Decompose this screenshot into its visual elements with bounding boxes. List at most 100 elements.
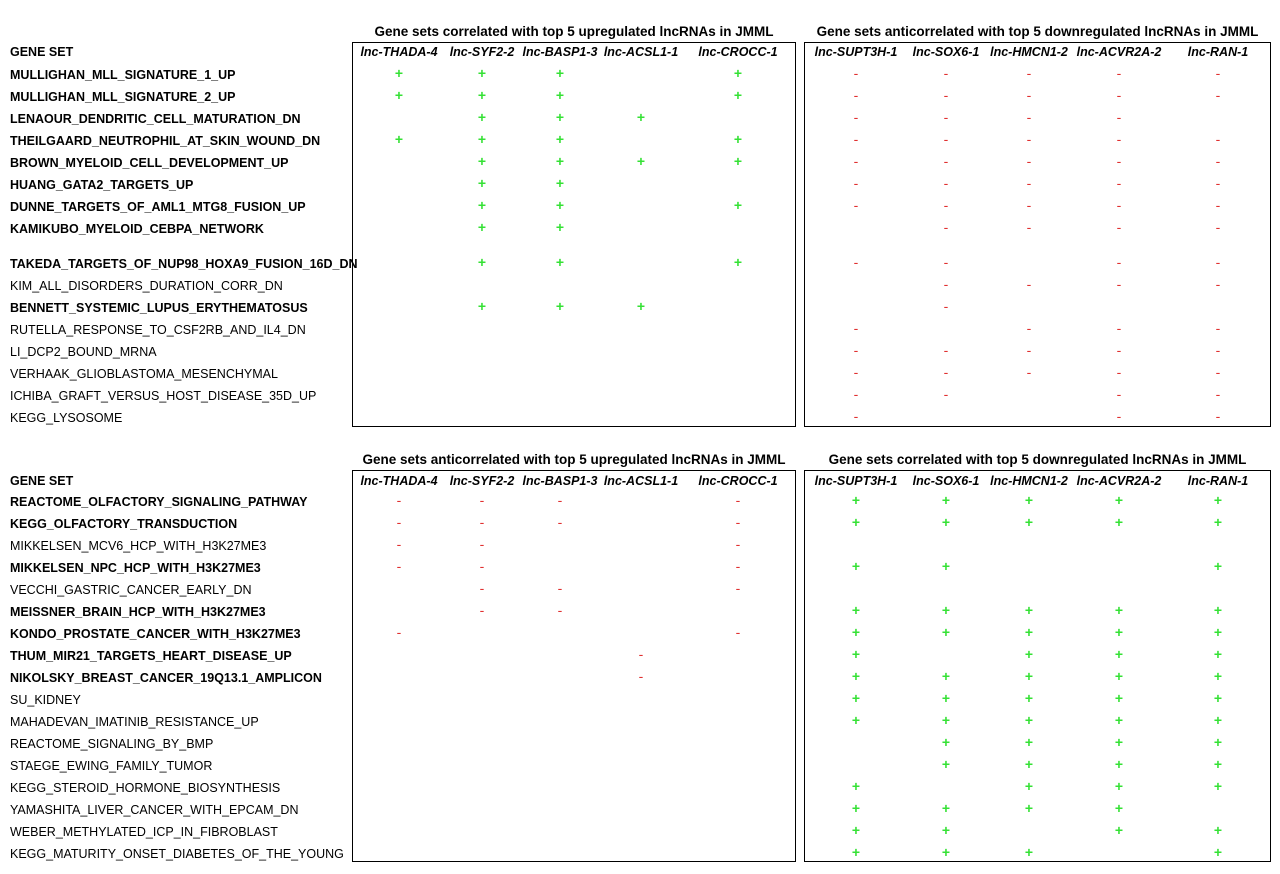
- minus-mark: -: [1215, 87, 1221, 103]
- minus-mark: -: [396, 492, 402, 508]
- minus-mark: -: [943, 364, 949, 380]
- gene-set-label: REACTOME_OLFACTORY_SIGNALING_PATHWAY: [10, 495, 308, 509]
- minus-mark: -: [1026, 197, 1032, 213]
- plus-mark: +: [851, 822, 861, 838]
- gene-set-label: NIKOLSKY_BREAST_CANCER_19Q13.1_AMPLICON: [10, 671, 322, 685]
- plus-mark: +: [1114, 668, 1124, 684]
- plus-mark: +: [851, 800, 861, 816]
- minus-mark: -: [396, 624, 402, 640]
- minus-mark: -: [1026, 276, 1032, 292]
- gene-set-label: SU_KIDNEY: [10, 693, 81, 707]
- plus-mark: +: [555, 254, 565, 270]
- panel-1-right-box: [804, 470, 1271, 862]
- plus-mark: +: [555, 87, 565, 103]
- plus-mark: +: [1213, 778, 1223, 794]
- minus-mark: -: [1116, 320, 1122, 336]
- column-header-down: lnc-SOX6-1: [912, 45, 980, 59]
- plus-mark: +: [636, 153, 646, 169]
- minus-mark: -: [1116, 65, 1122, 81]
- plus-mark: +: [394, 65, 404, 81]
- panel-1-left-box: [352, 470, 796, 862]
- plus-mark: +: [1114, 690, 1124, 706]
- plus-mark: +: [1024, 844, 1034, 860]
- plus-mark: +: [941, 690, 951, 706]
- minus-mark: -: [943, 109, 949, 125]
- plus-mark: +: [477, 219, 487, 235]
- plus-mark: +: [1114, 778, 1124, 794]
- plus-mark: +: [1024, 690, 1034, 706]
- column-header-down: lnc-HMCN1-2: [990, 45, 1068, 59]
- minus-mark: -: [853, 386, 859, 402]
- minus-mark: -: [1215, 131, 1221, 147]
- plus-mark: +: [941, 602, 951, 618]
- panel-1-right-title: Gene sets correlated with top 5 downregu…: [828, 452, 1247, 467]
- minus-mark: -: [1116, 342, 1122, 358]
- minus-mark: -: [943, 219, 949, 235]
- gene-set-label: MIKKELSEN_NPC_HCP_WITH_H3K27ME3: [10, 561, 261, 575]
- column-header-up: lnc-CROCC-1: [698, 474, 778, 488]
- gene-set-label: RUTELLA_RESPONSE_TO_CSF2RB_AND_IL4_DN: [10, 323, 306, 337]
- plus-mark: +: [1114, 514, 1124, 530]
- plus-mark: +: [1024, 514, 1034, 530]
- plus-mark: +: [1213, 712, 1223, 728]
- column-header-up: lnc-CROCC-1: [698, 45, 778, 59]
- minus-mark: -: [1026, 131, 1032, 147]
- plus-mark: +: [1213, 690, 1223, 706]
- plus-mark: +: [1213, 646, 1223, 662]
- minus-mark: -: [735, 536, 741, 552]
- minus-mark: -: [943, 153, 949, 169]
- plus-mark: +: [1114, 624, 1124, 640]
- plus-mark: +: [555, 131, 565, 147]
- plus-mark: +: [733, 131, 743, 147]
- plus-mark: +: [941, 712, 951, 728]
- plus-mark: +: [941, 668, 951, 684]
- gene-set-label: MULLIGHAN_MLL_SIGNATURE_2_UP: [10, 90, 236, 104]
- minus-mark: -: [943, 197, 949, 213]
- minus-mark: -: [1116, 109, 1122, 125]
- gene-set-label: HUANG_GATA2_TARGETS_UP: [10, 178, 194, 192]
- minus-mark: -: [735, 514, 741, 530]
- plus-mark: +: [1213, 734, 1223, 750]
- minus-mark: -: [943, 386, 949, 402]
- plus-mark: +: [941, 558, 951, 574]
- plus-mark: +: [733, 153, 743, 169]
- plus-mark: +: [1213, 756, 1223, 772]
- column-header-down: lnc-RAN-1: [1187, 45, 1249, 59]
- plus-mark: +: [1114, 712, 1124, 728]
- plus-mark: +: [1114, 602, 1124, 618]
- minus-mark: -: [1026, 342, 1032, 358]
- column-header-up: lnc-SYF2-2: [449, 45, 515, 59]
- panel-0-left-box: [352, 42, 796, 427]
- plus-mark: +: [851, 558, 861, 574]
- panel-0-right-box: [804, 42, 1271, 427]
- plus-mark: +: [1114, 646, 1124, 662]
- minus-mark: -: [853, 342, 859, 358]
- plus-mark: +: [477, 131, 487, 147]
- column-header-down: lnc-HMCN1-2: [990, 474, 1068, 488]
- column-header-down: lnc-ACVR2A-2: [1076, 45, 1162, 59]
- plus-mark: +: [1024, 668, 1034, 684]
- plus-mark: +: [941, 624, 951, 640]
- minus-mark: -: [1116, 408, 1122, 424]
- minus-mark: -: [1215, 153, 1221, 169]
- minus-mark: -: [638, 646, 644, 662]
- minus-mark: -: [638, 668, 644, 684]
- plus-mark: +: [851, 690, 861, 706]
- minus-mark: -: [1215, 254, 1221, 270]
- minus-mark: -: [1116, 153, 1122, 169]
- gene-set-label: YAMASHITA_LIVER_CANCER_WITH_EPCAM_DN: [10, 803, 299, 817]
- minus-mark: -: [853, 65, 859, 81]
- minus-mark: -: [557, 602, 563, 618]
- plus-mark: +: [1024, 646, 1034, 662]
- plus-mark: +: [1024, 712, 1034, 728]
- plus-mark: +: [1213, 514, 1223, 530]
- minus-mark: -: [943, 298, 949, 314]
- plus-mark: +: [477, 175, 487, 191]
- minus-mark: -: [479, 536, 485, 552]
- panel-0-left-title: Gene sets correlated with top 5 upregula…: [374, 24, 774, 39]
- minus-mark: -: [853, 197, 859, 213]
- plus-mark: +: [941, 800, 951, 816]
- plus-mark: +: [1114, 756, 1124, 772]
- minus-mark: -: [853, 109, 859, 125]
- plus-mark: +: [1024, 492, 1034, 508]
